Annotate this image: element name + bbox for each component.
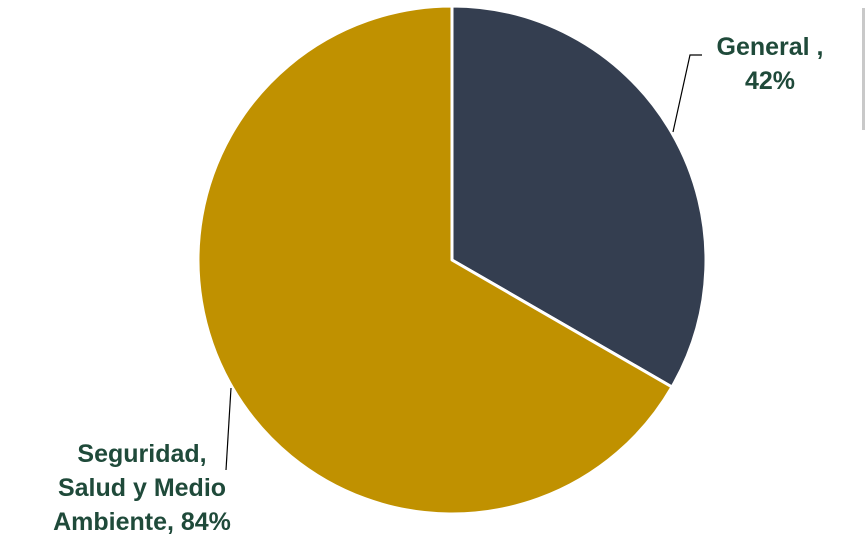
slice-label-2: Seguridad, Salud y Medio Ambiente, 84%	[53, 440, 231, 536]
leader-line-1	[672, 54, 702, 133]
pie-slice-2	[196, 4, 674, 516]
slice-label-line: 42%	[745, 67, 795, 95]
slice-label-line: General ,	[717, 33, 824, 61]
scrollbar-edge	[862, 8, 865, 130]
slice-label-line: Seguridad,	[77, 440, 206, 468]
leader-line-2	[225, 387, 232, 471]
slice-label-line: Ambiente, 84%	[53, 508, 231, 536]
slice-label-line: Salud y Medio	[58, 474, 226, 502]
slice-label-1: General , 42%	[717, 33, 824, 95]
pie-slice-1	[450, 4, 708, 389]
